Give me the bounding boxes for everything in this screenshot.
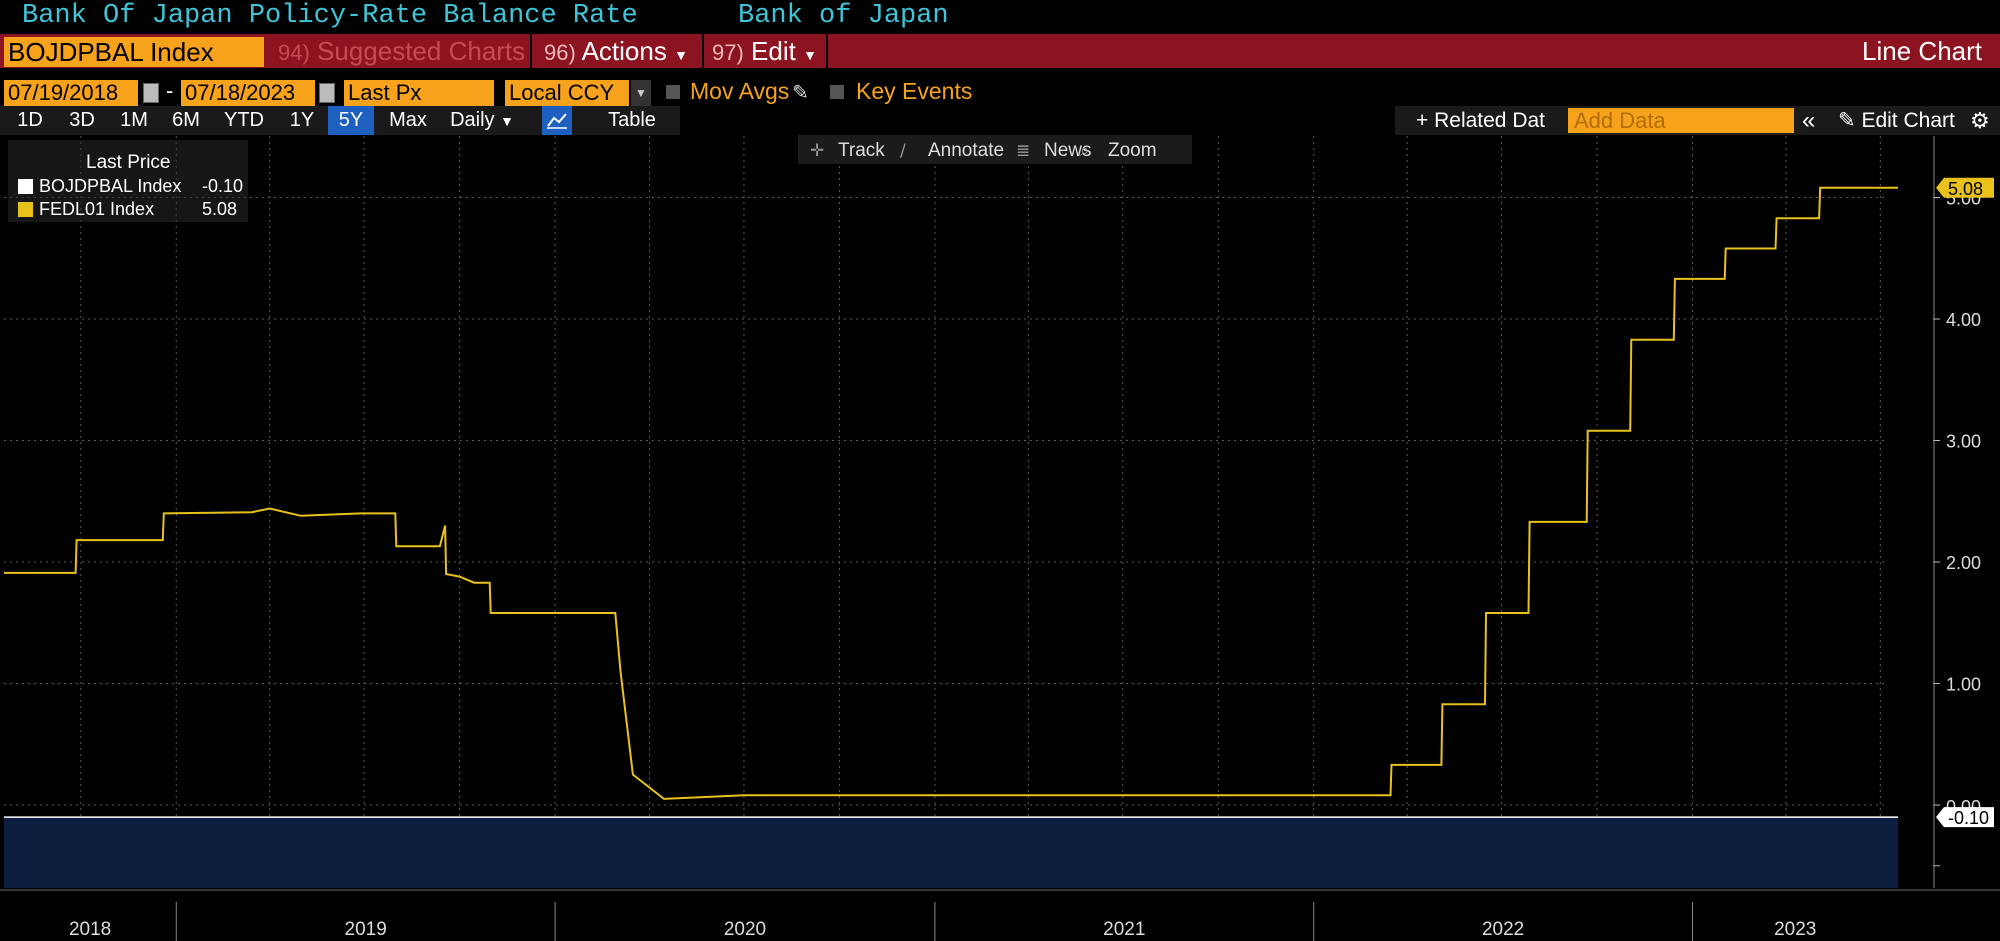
x-tick-label: 2021 bbox=[1103, 919, 1145, 940]
ticker-input[interactable]: BOJDPBAL Index bbox=[4, 37, 264, 67]
news-icon: ≣ bbox=[1016, 141, 1030, 161]
series-line bbox=[4, 186, 1898, 800]
x-tick-label: 2022 bbox=[1482, 919, 1524, 940]
x-tick-label: 2018 bbox=[69, 919, 111, 940]
edit-chart-button[interactable]: ✎ Edit Chart bbox=[1838, 106, 1955, 135]
legend-label: BOJDPBAL Index bbox=[39, 176, 182, 196]
last-value-box bbox=[1936, 807, 1994, 828]
legend-swatch bbox=[18, 202, 33, 217]
range-1y[interactable]: 1Y bbox=[289, 109, 315, 131]
key-events-label[interactable]: Key Events bbox=[856, 78, 973, 104]
mov-avgs-checkbox[interactable] bbox=[666, 85, 680, 99]
key-events-checkbox[interactable] bbox=[830, 85, 844, 99]
suggested-label: Suggested Charts bbox=[317, 36, 526, 66]
chart-tools: ✛ Track ∕ Annotate ≣ News⌕ Zoom bbox=[798, 135, 1192, 164]
zoom-icon: ⌕ bbox=[1080, 141, 1090, 161]
chevron-down-icon: ▼ bbox=[674, 47, 688, 63]
currency-select[interactable]: Local CCY bbox=[505, 80, 629, 106]
x-tick-label: 2020 bbox=[724, 919, 766, 940]
edit-label: Edit bbox=[751, 36, 796, 66]
line-chart-icon[interactable] bbox=[542, 106, 572, 135]
last-value-labels: 5.08 -0.10 bbox=[1936, 177, 1994, 828]
edit-button[interactable]: 97) Edit ▼ bbox=[712, 34, 817, 68]
chart-grid bbox=[4, 136, 1898, 888]
field-select[interactable]: Last Px bbox=[344, 80, 494, 106]
legend-header: Last Price bbox=[86, 152, 171, 173]
chevron-down-icon: ▼ bbox=[803, 47, 817, 63]
track-icon: ✛ bbox=[810, 141, 824, 161]
chart-tools-bar bbox=[798, 135, 1192, 164]
x-axis: 2018 2019 2020 2021 2022 2023 bbox=[0, 889, 2000, 941]
legend-value: -0.10 bbox=[202, 176, 244, 196]
chart-title: Bank Of Japan Policy-Rate Balance Rate bbox=[22, 1, 638, 31]
last-value-box bbox=[1936, 177, 1994, 198]
range-max[interactable]: Max bbox=[389, 109, 427, 131]
annotate-icon: ∕ bbox=[900, 141, 906, 161]
actions-button[interactable]: 96) Actions ▼ bbox=[544, 34, 688, 68]
frequency-select[interactable]: Daily ▼ bbox=[442, 106, 522, 135]
last-value-label: -0.10 bbox=[1936, 807, 1994, 828]
chart-type-label[interactable]: Line Chart bbox=[1862, 36, 1982, 66]
chart-source: Bank of Japan bbox=[738, 1, 949, 31]
range-1m[interactable]: 1M bbox=[120, 109, 148, 131]
last-value-label: 5.08 bbox=[1936, 177, 1994, 199]
y-axis: 1.002.003.004.005.000.00 bbox=[1933, 136, 1981, 888]
chart-tool-news: News bbox=[1044, 140, 1092, 161]
legend-item-bojdpbal[interactable]: BOJDPBAL Index -0.10 bbox=[18, 176, 243, 197]
actions-num: 96) bbox=[544, 40, 576, 65]
mov-avgs-label[interactable]: Mov Avgs bbox=[690, 78, 790, 104]
legend-value: 5.08 bbox=[202, 199, 238, 219]
range-3d[interactable]: 3D bbox=[69, 109, 95, 131]
title-bar: Bank Of Japan Policy-Rate Balance Rate B… bbox=[0, 0, 2000, 34]
gear-icon[interactable]: ⚙ bbox=[1970, 108, 1990, 133]
last-value-text: -0.10 bbox=[1948, 808, 1989, 828]
chart-tool-annotate: Annotate bbox=[928, 140, 1004, 161]
chevron-down-icon[interactable]: ▼ bbox=[631, 80, 651, 106]
chevron-down-icon: ▼ bbox=[500, 113, 514, 129]
calendar-icon[interactable] bbox=[143, 83, 159, 103]
toolbar bbox=[0, 34, 2000, 68]
y-tick-label: 3.00 bbox=[1946, 432, 1981, 452]
calendar-icon[interactable] bbox=[319, 83, 335, 103]
end-date-input[interactable]: 07/18/2023 bbox=[181, 80, 315, 106]
x-tick-label: 2023 bbox=[1774, 919, 1816, 940]
actions-label: Actions bbox=[581, 36, 667, 66]
chart-tool-zoom: Zoom bbox=[1108, 140, 1157, 161]
table-button[interactable]: Table bbox=[608, 109, 656, 131]
series-lines bbox=[4, 186, 1898, 818]
suggested-charts-button[interactable]: 94) Suggested Charts bbox=[278, 34, 525, 68]
frequency-label: Daily bbox=[450, 109, 495, 131]
last-value-text: 5.08 bbox=[1948, 179, 1983, 199]
pencil-icon: ✎ bbox=[1838, 109, 1856, 132]
range-5y[interactable]: 5Y bbox=[328, 106, 374, 135]
x-tick-label: 2019 bbox=[345, 919, 387, 940]
pencil-icon[interactable]: ✎ bbox=[792, 82, 809, 104]
edit-chart-label: Edit Chart bbox=[1861, 109, 1955, 132]
suggested-num: 94) bbox=[278, 40, 310, 65]
y-tick-label: 1.00 bbox=[1946, 675, 1981, 695]
add-data-input[interactable]: Add Data bbox=[1568, 108, 1794, 133]
range-ytd[interactable]: YTD bbox=[224, 109, 264, 131]
legend-item-fedl01[interactable]: FEDL01 Index 5.08 bbox=[18, 199, 237, 220]
legend: Last Price BOJDPBAL Index -0.10 FEDL01 I… bbox=[8, 140, 248, 222]
y-tick-label: 2.00 bbox=[1946, 553, 1981, 573]
edit-num: 97) bbox=[712, 40, 744, 65]
date-separator: - bbox=[166, 78, 174, 103]
related-data-button[interactable]: + Related Dat bbox=[1416, 109, 1545, 132]
start-date-input[interactable]: 07/19/2018 bbox=[4, 80, 138, 106]
range-6m[interactable]: 6M bbox=[172, 109, 200, 131]
legend-label: FEDL01 Index bbox=[39, 199, 155, 219]
legend-swatch bbox=[18, 179, 33, 194]
y-tick-label: 4.00 bbox=[1946, 310, 1981, 330]
chart-tool-track: Track bbox=[838, 140, 885, 161]
collapse-icon[interactable]: « bbox=[1802, 107, 1816, 134]
negative-area bbox=[4, 817, 1898, 888]
range-1d[interactable]: 1D bbox=[17, 109, 43, 131]
